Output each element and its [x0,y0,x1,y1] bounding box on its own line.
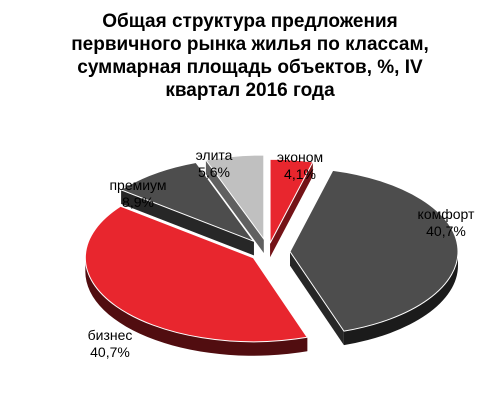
slice-label-премиум: премиум 8,9% [109,177,166,210]
slice-эконом [269,158,314,244]
slice-элита [205,154,265,241]
slice-value-премиум: 8,9% [122,194,154,210]
slice-label-эконом: эконом 4,1% [277,149,323,182]
pie-slices [84,154,459,356]
slice-value-комфорт: 40,7% [426,223,466,239]
slice-name-бизнес: бизнес [88,327,133,343]
slice-value-эконом: 4,1% [284,166,316,182]
slice-name-эконом: эконом [277,149,323,165]
slice-label-бизнес: бизнес 40,7% [88,327,133,360]
slice-бизнес [84,205,309,343]
slice-value-бизнес: 40,7% [90,344,130,360]
chart-title: Общая структура предложения первичного р… [71,11,429,101]
slice-name-премиум: премиум [109,177,166,193]
slice-label-комфорт: комфорт 40,7% [418,206,475,239]
slice-премиум [119,161,256,243]
slice-комфорт [289,169,459,332]
slice-name-комфорт: комфорт [418,206,475,222]
slice-labels: эконом 4,1%комфорт 40,7%бизнес 40,7%премиум… [88,147,475,360]
slice-side-элита [205,160,264,254]
slice-name-элита: элита [196,147,233,163]
slice-side-эконом [270,162,313,258]
slice-label-элита: элита 5,6% [196,147,233,180]
slice-value-элита: 5,6% [198,164,230,180]
